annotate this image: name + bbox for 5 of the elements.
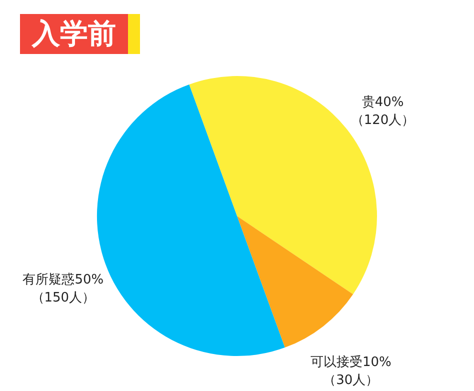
chart-title: 入学前 xyxy=(20,14,128,54)
pie-slice xyxy=(237,216,354,348)
slice-label: 贵40% （120人） xyxy=(350,95,415,128)
slice-label: 可以接受10% （30人） xyxy=(310,354,392,388)
slice-label: 有所疑惑50% （150人） xyxy=(22,272,104,306)
